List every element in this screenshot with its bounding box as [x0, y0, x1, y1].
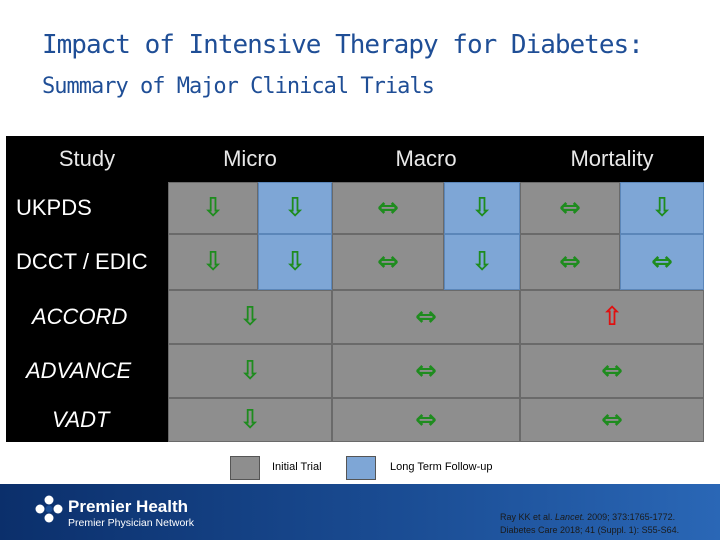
accord-macro: ⇔: [332, 290, 520, 344]
down-arrow-icon: ⇩: [202, 247, 224, 277]
accord-mortality: ⇧: [520, 290, 704, 344]
slide-subtitle: Summary of Major Clinical Trials: [42, 74, 435, 99]
footer-bar: [0, 484, 720, 540]
ref-authors: Ray KK et al.: [500, 512, 553, 522]
legend-label-initial: Initial Trial: [272, 461, 322, 473]
reference-citation: Ray KK et al. Lancet. 2009; 373:1765-177…: [500, 511, 679, 537]
legend-swatch-initial: [230, 456, 260, 480]
header-macro: Macro: [395, 146, 457, 171]
study-ukpds: UKPDS: [16, 195, 92, 220]
dcct-macro-initial: ⇔: [332, 234, 444, 290]
left-right-arrow-icon: ⇔: [601, 405, 623, 435]
left-right-arrow-icon: ⇔: [377, 193, 399, 223]
up-arrow-icon: ⇧: [601, 302, 623, 332]
advance-micro: ⇩: [168, 344, 332, 398]
vadt-macro: ⇔: [332, 398, 520, 442]
header-micro: Micro: [223, 146, 277, 171]
ukpds-micro-initial: ⇩: [168, 182, 258, 234]
dcct-micro-followup: ⇩: [258, 234, 332, 290]
left-right-arrow-icon: ⇔: [415, 302, 437, 332]
ukpds-macro-followup: ⇩: [444, 182, 520, 234]
study-advance: ADVANCE: [26, 358, 132, 383]
dcct-micro-initial: ⇩: [168, 234, 258, 290]
ukpds-macro-initial: ⇔: [332, 182, 444, 234]
left-right-arrow-icon: ⇔: [601, 356, 623, 386]
dcct-mortality-initial: ⇔: [520, 234, 620, 290]
left-right-arrow-icon: ⇔: [377, 247, 399, 277]
left-right-arrow-icon: ⇔: [559, 247, 581, 277]
down-arrow-icon: ⇩: [239, 302, 261, 332]
advance-mortality: ⇔: [520, 344, 704, 398]
down-arrow-icon: ⇩: [239, 405, 261, 435]
down-arrow-icon: ⇩: [284, 193, 306, 223]
left-right-arrow-icon: ⇔: [415, 405, 437, 435]
ukpds-mortality-followup: ⇩: [620, 182, 704, 234]
ref-line2: Diabetes Care 2018; 41 (Suppl. 1): S55-S…: [500, 525, 680, 535]
left-right-arrow-icon: ⇔: [415, 356, 437, 386]
left-right-arrow-icon: ⇔: [651, 247, 673, 277]
down-arrow-icon: ⇩: [284, 247, 306, 277]
header-study: Study: [58, 146, 116, 171]
study-accord: ACCORD: [32, 304, 128, 329]
study-vadt: VADT: [52, 407, 110, 432]
vadt-micro: ⇩: [168, 398, 332, 442]
down-arrow-icon: ⇩: [239, 356, 261, 386]
down-arrow-icon: ⇩: [471, 247, 493, 277]
down-arrow-icon: ⇩: [471, 193, 493, 223]
trials-table: Study Micro Macro Mortality UKPDS ⇩ ⇩ ⇔ …: [6, 136, 704, 442]
org-subtitle: Premier Physician Network: [68, 517, 195, 529]
org-name: Premier Health: [68, 497, 188, 516]
dcct-macro-followup: ⇩: [444, 234, 520, 290]
premier-health-logo-icon: [35, 495, 63, 523]
left-right-arrow-icon: ⇔: [559, 193, 581, 223]
study-dcct-edic: DCCT / EDIC: [16, 249, 148, 274]
slide-title: Impact of Intensive Therapy for Diabetes…: [42, 30, 644, 60]
legend-swatch-followup: [346, 456, 376, 480]
header-mortality: Mortality: [570, 146, 654, 171]
dcct-mortality-followup: ⇔: [620, 234, 704, 290]
down-arrow-icon: ⇩: [651, 193, 673, 223]
accord-micro: ⇩: [168, 290, 332, 344]
vadt-mortality: ⇔: [520, 398, 704, 442]
ukpds-micro-followup: ⇩: [258, 182, 332, 234]
ref-journal: Lancet.: [555, 512, 585, 522]
legend-label-followup: Long Term Follow-up: [390, 461, 493, 473]
ref-volume: 2009; 373:1765-1772.: [587, 512, 676, 522]
down-arrow-icon: ⇩: [202, 193, 224, 223]
ukpds-mortality-initial: ⇔: [520, 182, 620, 234]
advance-macro: ⇔: [332, 344, 520, 398]
